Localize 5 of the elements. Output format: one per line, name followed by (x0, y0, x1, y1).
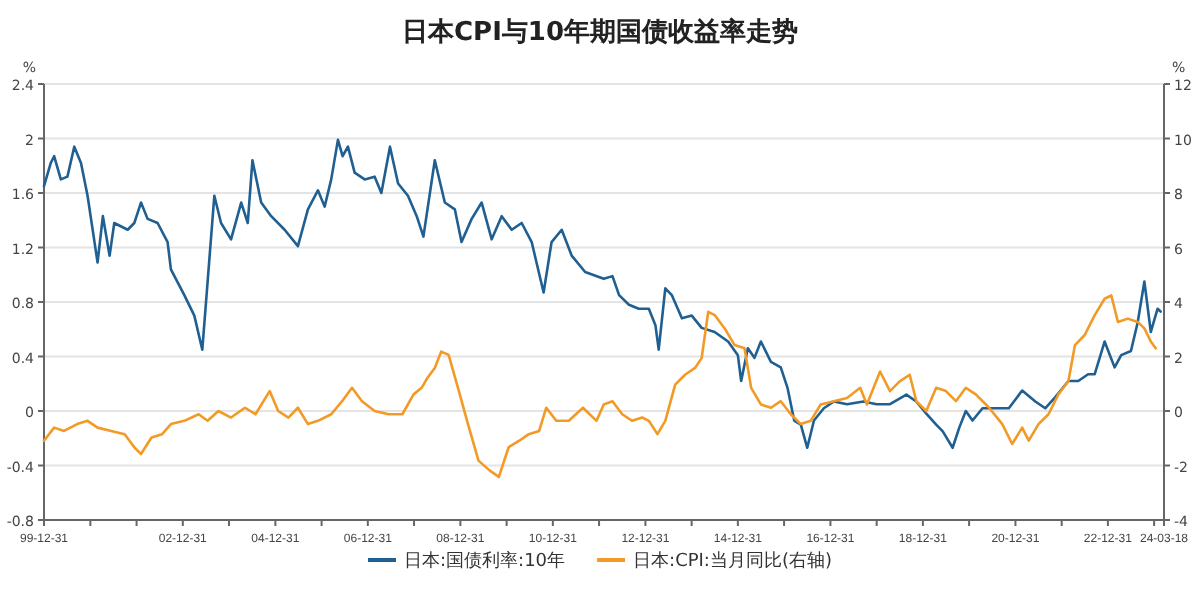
line-series (42, 138, 1162, 450)
legend-label: 日本:CPI:当月同比(右轴) (633, 550, 832, 572)
chart-title: 日本CPI与10年期国债收益率走势 (402, 16, 798, 48)
line-series (42, 294, 1157, 479)
legend-label: 日本:国债利率:10年 (404, 550, 566, 572)
